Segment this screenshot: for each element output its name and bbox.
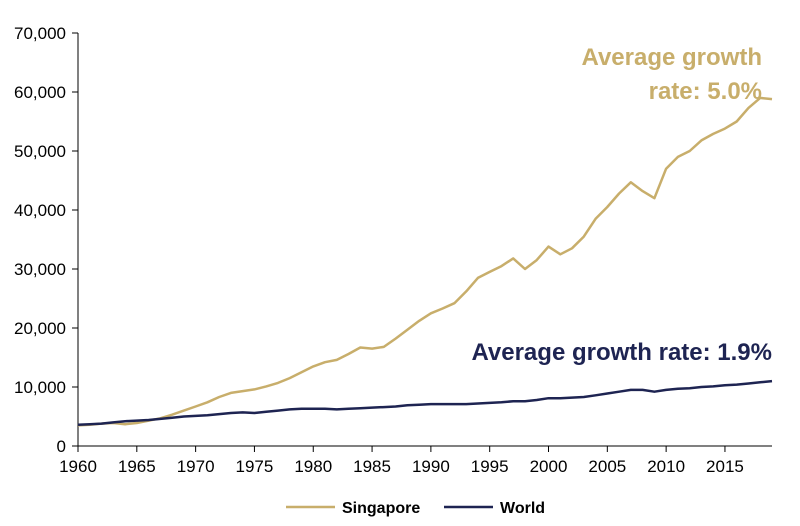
x-tick-label: 1980	[294, 457, 332, 476]
x-tick-label: 1960	[59, 457, 97, 476]
x-tick-label: 1995	[471, 457, 509, 476]
series-lines	[77, 96, 773, 427]
series-line-singapore	[77, 96, 773, 427]
y-tick-label: 20,000	[14, 319, 66, 338]
y-tick-label: 50,000	[14, 142, 66, 161]
x-ticks: 1960 1965 1970 1975 1980 1985 1990 1995 2000 2005…	[59, 446, 744, 476]
x-tick-label: 1990	[412, 457, 450, 476]
legend-label-singapore: Singapore	[342, 500, 420, 517]
y-tick-label: 0	[57, 437, 66, 456]
x-tick-label: 1985	[353, 457, 391, 476]
x-tick-label: 2000	[530, 457, 568, 476]
series-line-world	[77, 379, 773, 427]
x-tick-label: 1970	[177, 457, 215, 476]
x-tick-label: 2010	[647, 457, 685, 476]
legend: Singapore World	[286, 500, 545, 517]
annotation-singapore-line-1: Average growth	[582, 44, 762, 71]
x-tick-label: 1975	[236, 457, 274, 476]
y-tick-label: 60,000	[14, 83, 66, 102]
annotation-singapore-line-2: rate: 5.0%	[649, 78, 762, 105]
y-ticks: 0 10,000 20,000 30,000 40,000 50,000 60,000 70,…	[14, 24, 78, 456]
annotation-world: Average growth rate: 1.9%	[471, 339, 772, 366]
y-tick-label: 40,000	[14, 201, 66, 220]
y-tick-label: 30,000	[14, 260, 66, 279]
annotation-world-line-1: Average growth rate: 1.9%	[471, 339, 772, 366]
axes	[77, 33, 772, 447]
x-tick-label: 2015	[706, 457, 744, 476]
x-tick-label: 1965	[118, 457, 156, 476]
y-tick-label: 10,000	[14, 378, 66, 397]
legend-label-world: World	[500, 500, 545, 517]
annotation-singapore: Average growth rate: 5.0%	[582, 44, 762, 105]
y-tick-label: 70,000	[14, 24, 66, 43]
x-tick-label: 2005	[588, 457, 626, 476]
